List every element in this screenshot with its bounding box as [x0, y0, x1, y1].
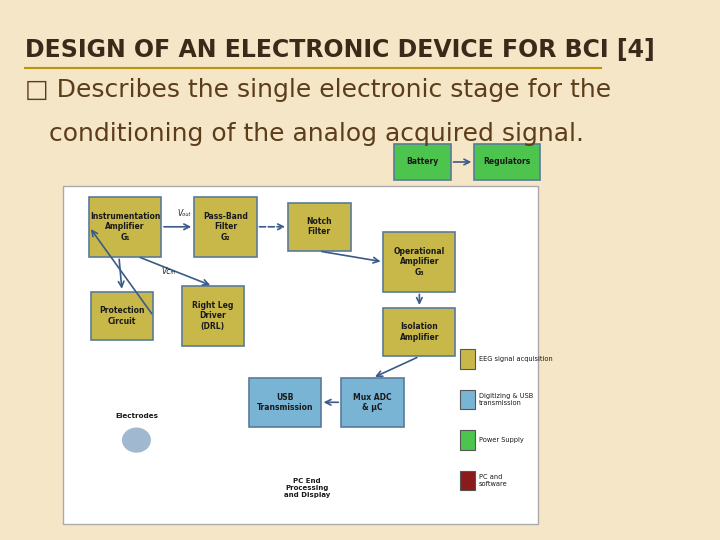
FancyBboxPatch shape — [249, 378, 321, 427]
Text: PC and
software: PC and software — [479, 474, 508, 487]
FancyBboxPatch shape — [181, 286, 244, 346]
Text: Notch
Filter: Notch Filter — [307, 217, 332, 237]
Text: DESIGN OF AN ELECTRONIC DEVICE FOR BCI [4]: DESIGN OF AN ELECTRONIC DEVICE FOR BCI [… — [25, 38, 654, 62]
Text: Isolation
Amplifier: Isolation Amplifier — [400, 322, 439, 342]
Circle shape — [122, 428, 150, 452]
Text: USB
Transmission: USB Transmission — [256, 393, 313, 412]
Text: Protection
Circuit: Protection Circuit — [99, 306, 145, 326]
FancyBboxPatch shape — [288, 202, 351, 251]
FancyBboxPatch shape — [383, 308, 455, 356]
Text: EEG signal acquisition: EEG signal acquisition — [479, 356, 552, 362]
Text: Instrumentation
Amplifier
G₁: Instrumentation Amplifier G₁ — [90, 212, 161, 242]
Text: □ Describes the single electronic stage for the: □ Describes the single electronic stage … — [25, 78, 611, 102]
Text: PC End
Processing
and Display: PC End Processing and Display — [284, 478, 330, 498]
Text: Digitizing & USB
transmission: Digitizing & USB transmission — [479, 393, 533, 406]
FancyBboxPatch shape — [89, 197, 161, 256]
FancyBboxPatch shape — [63, 186, 539, 524]
FancyBboxPatch shape — [194, 197, 256, 256]
Text: conditioning of the analog acquired signal.: conditioning of the analog acquired sign… — [25, 122, 584, 145]
FancyBboxPatch shape — [460, 430, 475, 450]
FancyBboxPatch shape — [460, 390, 475, 409]
FancyBboxPatch shape — [460, 471, 475, 490]
FancyBboxPatch shape — [341, 378, 404, 427]
FancyBboxPatch shape — [474, 145, 540, 179]
Text: Operational
Amplifier
G₃: Operational Amplifier G₃ — [394, 247, 445, 277]
FancyBboxPatch shape — [383, 232, 455, 292]
Text: Regulators: Regulators — [483, 158, 531, 166]
Text: Vₒᵤₜ: Vₒᵤₜ — [177, 209, 191, 218]
Text: Electrodes: Electrodes — [115, 413, 158, 419]
Text: Battery: Battery — [406, 158, 438, 166]
Text: Mux ADC
& μC: Mux ADC & μC — [353, 393, 392, 412]
Text: Right Leg
Driver
(DRL): Right Leg Driver (DRL) — [192, 301, 233, 331]
Text: Pass-Band
Filter
G₂: Pass-Band Filter G₂ — [203, 212, 248, 242]
FancyBboxPatch shape — [460, 349, 475, 369]
FancyBboxPatch shape — [91, 292, 153, 340]
Text: Power Supply: Power Supply — [479, 437, 523, 443]
FancyBboxPatch shape — [395, 145, 451, 179]
Text: Vᴄₘ: Vᴄₘ — [162, 267, 176, 276]
